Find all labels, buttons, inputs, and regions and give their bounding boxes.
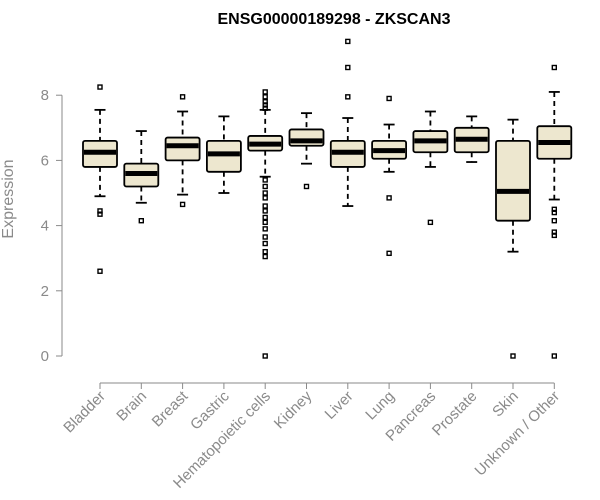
outlier-point <box>97 208 103 214</box>
outlier-point <box>262 102 268 108</box>
box-group-liver <box>329 38 366 207</box>
y-tick-label: 6 <box>41 152 49 169</box>
outlier-point <box>262 94 268 100</box>
outlier-point <box>179 94 186 100</box>
outlier-point <box>427 219 434 226</box>
outlier-point <box>138 218 145 224</box>
outlier-point <box>345 64 351 71</box>
outlier-point <box>262 214 268 221</box>
outlier-point <box>97 84 103 90</box>
outlier-point <box>551 206 557 213</box>
y-axis-label: Expression <box>0 159 17 238</box>
outlier-point <box>551 353 557 359</box>
x-tick-label: Skin <box>489 388 522 421</box>
outlier-point <box>551 218 557 224</box>
outlier-point <box>262 99 268 105</box>
outlier-point <box>262 353 268 359</box>
outlier-point <box>262 183 268 190</box>
boxes <box>82 38 573 359</box>
outlier-point <box>179 201 186 208</box>
box-group-prostate <box>453 115 490 163</box>
outlier-point <box>386 250 392 257</box>
outlier-point <box>262 195 268 201</box>
outlier-point <box>262 234 268 240</box>
outlier-point <box>262 105 268 111</box>
x-tick-label: Lung <box>362 388 398 424</box>
y-axis: 0 2 4 6 8 <box>41 87 63 365</box>
x-tick-label: Breast <box>149 387 192 430</box>
outlier-point <box>551 229 557 235</box>
outlier-point <box>97 211 103 217</box>
box-group-skin <box>495 118 531 359</box>
box-group-bladder <box>82 84 118 274</box>
box-group-lung <box>371 95 408 257</box>
x-tick-label: Prostate <box>429 388 481 440</box>
x-tick-label: Brain <box>113 388 150 425</box>
outlier-point <box>262 203 268 209</box>
y-tick-label: 8 <box>41 87 49 104</box>
outlier-point <box>262 190 268 196</box>
outlier-point <box>551 209 557 216</box>
outlier-point <box>262 253 268 260</box>
box-group-brain <box>123 130 160 224</box>
iqr-box <box>164 136 201 162</box>
y-tick-label: 2 <box>41 283 49 300</box>
outlier-point <box>262 226 268 232</box>
outlier-point <box>262 177 268 183</box>
outlier-point <box>386 195 392 201</box>
x-tick-label: Kidney <box>271 387 316 432</box>
x-tick-label: Liver <box>322 388 357 423</box>
box-group-breast <box>164 94 201 208</box>
x-tick-label: Bladder <box>60 388 109 437</box>
outlier-point <box>262 219 268 226</box>
box-group-kidney <box>288 112 325 190</box>
iqr-box <box>495 139 531 222</box>
outlier-point <box>262 208 268 214</box>
outlier-point <box>303 183 310 190</box>
box-group-unknown-other <box>536 64 573 359</box>
outlier-point <box>510 353 516 359</box>
outlier-point <box>97 268 103 274</box>
outlier-point <box>345 94 351 100</box>
outlier-point <box>551 64 557 71</box>
outlier-point <box>386 95 392 102</box>
box-group-hematopoietic-cells <box>247 89 284 359</box>
box-group-gastric <box>205 115 242 194</box>
outlier-point <box>262 240 268 247</box>
box-group-pancreas <box>412 110 449 226</box>
y-tick-label: 4 <box>41 218 49 235</box>
outlier-point <box>262 89 268 95</box>
chart-title: ENSG00000189298 - ZKSCAN3 <box>217 11 450 28</box>
y-tick-label: 0 <box>41 348 49 365</box>
outlier-point <box>345 38 351 45</box>
outlier-point <box>262 248 268 255</box>
outlier-point <box>551 232 557 239</box>
